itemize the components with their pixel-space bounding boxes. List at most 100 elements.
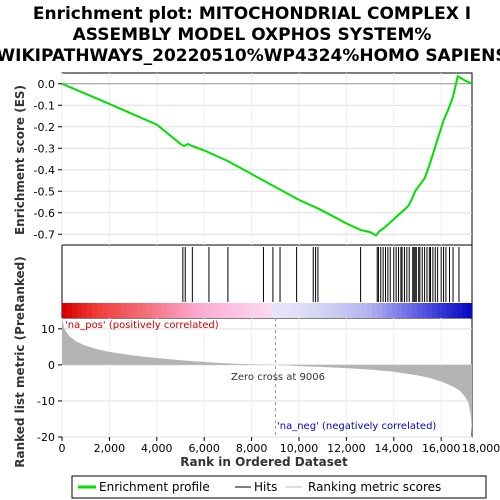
color-bar-segment bbox=[352, 303, 358, 318]
neg-correlated-label: 'na_neg' (negatively correlated) bbox=[277, 421, 436, 432]
color-bar-segment bbox=[402, 303, 408, 318]
color-bar-segment bbox=[377, 303, 383, 318]
color-bar-segment bbox=[277, 303, 283, 318]
color-bar-segment bbox=[157, 303, 163, 318]
es-tick-label: -0.2 bbox=[34, 121, 55, 134]
es-tick-label: -0.6 bbox=[34, 207, 55, 220]
rank-color-bar bbox=[62, 303, 473, 318]
metric-tick-label: -20 bbox=[37, 431, 55, 444]
color-bar-segment bbox=[187, 303, 193, 318]
metric-y-axis-label: Ranked list metric (PreRanked) bbox=[13, 256, 27, 468]
color-bar-segment bbox=[307, 303, 313, 318]
color-bar-segment bbox=[137, 303, 143, 318]
color-bar-segment bbox=[117, 303, 123, 318]
es-grid bbox=[61, 73, 472, 245]
legend-box bbox=[71, 475, 487, 499]
color-bar-segment bbox=[272, 303, 278, 318]
color-bar-segment bbox=[122, 303, 128, 318]
color-bar-segment bbox=[227, 303, 233, 318]
color-bar-segment bbox=[167, 303, 173, 318]
color-bar-segment bbox=[217, 303, 223, 318]
color-bar-segment bbox=[247, 303, 253, 318]
color-bar-segment bbox=[62, 303, 68, 318]
color-bar-segment bbox=[382, 303, 388, 318]
color-bar-segment bbox=[212, 303, 218, 318]
color-bar-segment bbox=[357, 303, 363, 318]
color-bar-segment bbox=[467, 303, 473, 318]
color-bar-segment bbox=[317, 303, 323, 318]
color-bar-segment bbox=[152, 303, 158, 318]
zero-cross-label: Zero cross at 9006 bbox=[231, 372, 325, 383]
es-ticks: 0.0 -0.1 -0.2 -0.3 -0.4 -0.5 -0.6 -0.7 bbox=[34, 78, 62, 241]
es-tick-label: -0.5 bbox=[34, 185, 55, 198]
color-bar-segment bbox=[392, 303, 398, 318]
color-bar-segment bbox=[102, 303, 108, 318]
color-bar-segment bbox=[82, 303, 88, 318]
metric-tick-label: 0 bbox=[48, 359, 55, 372]
color-bar-segment bbox=[252, 303, 258, 318]
color-bar-segment bbox=[417, 303, 423, 318]
x-tick-label-extra: 18,000 bbox=[462, 442, 500, 455]
color-bar-segment bbox=[162, 303, 168, 318]
x-tick-label: 10,000 bbox=[280, 442, 319, 455]
color-bar-segment bbox=[332, 303, 338, 318]
x-tick-label: 14,000 bbox=[375, 442, 414, 455]
color-bar-segment bbox=[97, 303, 103, 318]
color-bar-segment bbox=[372, 303, 378, 318]
color-bar-segment bbox=[342, 303, 348, 318]
color-bar-segment bbox=[192, 303, 198, 318]
legend-metric-label: Ranking metric scores bbox=[308, 480, 441, 494]
color-bar-segment bbox=[422, 303, 428, 318]
x-tick-label: 6,000 bbox=[188, 442, 220, 455]
color-bar-segment bbox=[267, 303, 273, 318]
legend-hits-label: Hits bbox=[254, 480, 277, 494]
x-axis-label: Rank in Ordered Dataset bbox=[180, 455, 348, 469]
color-bar-segment bbox=[427, 303, 433, 318]
color-bar-segment bbox=[337, 303, 343, 318]
color-bar-segment bbox=[112, 303, 118, 318]
color-bar-segment bbox=[107, 303, 113, 318]
color-bar-segment bbox=[172, 303, 178, 318]
color-bar-segment bbox=[292, 303, 298, 318]
color-bar-segment bbox=[92, 303, 98, 318]
pos-correlated-label: 'na_pos' (positively correlated) bbox=[65, 320, 219, 331]
color-bar-segment bbox=[147, 303, 153, 318]
color-bar-segment bbox=[67, 303, 73, 318]
es-panel bbox=[61, 72, 473, 246]
metric-tick-label: 10 bbox=[41, 323, 55, 336]
color-bar-segment bbox=[182, 303, 188, 318]
color-bar-segment bbox=[197, 303, 203, 318]
enrichment-profile-line bbox=[61, 74, 473, 237]
es-y-axis-label: Enrichment score (ES) bbox=[13, 85, 27, 235]
color-bar-segment bbox=[262, 303, 268, 318]
x-tick-label: 8,000 bbox=[236, 442, 268, 455]
color-bar-segment bbox=[312, 303, 318, 318]
metric-ticks: 10 0 -10 -20 bbox=[37, 323, 62, 444]
color-bar-segment bbox=[207, 303, 213, 318]
es-tick-label: -0.4 bbox=[34, 164, 55, 177]
color-bar-segment bbox=[297, 303, 303, 318]
es-tick-label: -0.1 bbox=[34, 99, 55, 112]
color-bar-segment bbox=[432, 303, 438, 318]
color-bar-segment bbox=[437, 303, 443, 318]
legend-profile-label: Enrichment profile bbox=[99, 480, 210, 494]
color-bar-segment bbox=[232, 303, 238, 318]
color-bar-segment bbox=[242, 303, 248, 318]
hits-group bbox=[182, 247, 460, 302]
color-bar-segment bbox=[412, 303, 418, 318]
color-bar-segment bbox=[387, 303, 393, 318]
color-bar-segment bbox=[72, 303, 78, 318]
color-bar-segment bbox=[132, 303, 138, 318]
x-tick-label: 12,000 bbox=[327, 442, 366, 455]
color-bar-segment bbox=[87, 303, 93, 318]
profile-group bbox=[61, 74, 473, 237]
color-bar-segment bbox=[442, 303, 448, 318]
color-bar-segment bbox=[77, 303, 83, 318]
x-tick-label: 2,000 bbox=[94, 442, 126, 455]
color-bar-segment bbox=[457, 303, 463, 318]
color-bar-segment bbox=[362, 303, 368, 318]
color-bar-segment bbox=[322, 303, 328, 318]
es-tick-label: 0.0 bbox=[38, 78, 56, 91]
color-bar-segment bbox=[347, 303, 353, 318]
